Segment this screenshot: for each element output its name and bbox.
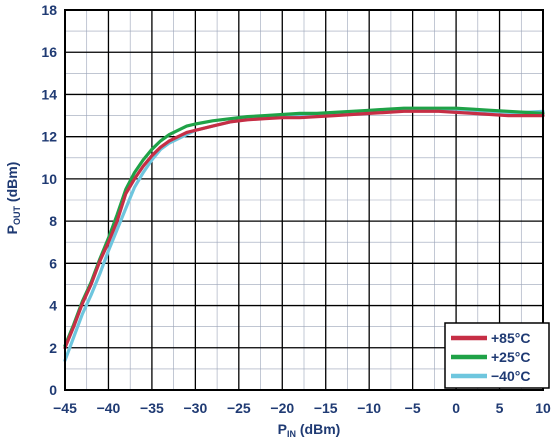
x-tick-label: −20 bbox=[270, 400, 294, 416]
y-tick-label: 10 bbox=[41, 171, 57, 187]
x-axis-label: PIN (dBm) bbox=[278, 421, 341, 439]
x-tick-label: 5 bbox=[496, 400, 504, 416]
x-tick-label: −35 bbox=[140, 400, 164, 416]
legend-label-25: +25°C bbox=[491, 349, 530, 365]
series-line-25 bbox=[63, 106, 545, 348]
legend-item-25: +25°C bbox=[451, 349, 530, 365]
x-tick-label: −45 bbox=[53, 400, 77, 416]
legend-label-85: +85°C bbox=[491, 330, 530, 346]
plot-lines bbox=[63, 106, 545, 362]
x-tick-label: −15 bbox=[314, 400, 338, 416]
x-tick-label: 10 bbox=[535, 400, 551, 416]
plot-frame bbox=[64, 9, 544, 391]
y-tick-label: 2 bbox=[49, 340, 57, 356]
legend: +85°C +25°C −40°C bbox=[444, 322, 550, 389]
y-tick-label: 6 bbox=[49, 255, 57, 271]
x-tick-label: −30 bbox=[183, 400, 207, 416]
y-tick-labels: 0 2 4 6 8 10 12 14 16 18 bbox=[41, 2, 57, 398]
y-axis-label-sub: OUT bbox=[12, 205, 22, 225]
y-tick-label: 16 bbox=[41, 44, 57, 60]
series-line-85 bbox=[63, 109, 545, 350]
y-axis-label-main: P bbox=[4, 225, 20, 234]
y-tick-label: 0 bbox=[49, 382, 57, 398]
x-tick-label: −5 bbox=[405, 400, 421, 416]
y-axis-label: POUT (dBm) bbox=[4, 162, 22, 235]
y-tick-label: 14 bbox=[41, 86, 57, 102]
y-tick-label: 18 bbox=[41, 2, 57, 18]
y-axis-label-unit: (dBm) bbox=[4, 162, 20, 206]
x-tick-label: −40 bbox=[97, 400, 121, 416]
legend-label-minus40: −40°C bbox=[491, 368, 530, 384]
y-tick-label: 8 bbox=[49, 213, 57, 229]
y-tick-label: 12 bbox=[41, 129, 57, 145]
x-axis-label-main: P bbox=[278, 421, 287, 437]
x-axis-label-sub: IN bbox=[287, 429, 296, 439]
major-grid bbox=[64, 9, 544, 391]
x-tick-label: −10 bbox=[357, 400, 381, 416]
y-tick-label: 4 bbox=[49, 298, 57, 314]
legend-item-minus40: −40°C bbox=[451, 368, 530, 384]
x-tick-labels: −45 −40 −35 −30 −25 −20 −15 −10 −5 0 5 10 bbox=[53, 400, 551, 416]
x-axis-label-unit: (dBm) bbox=[296, 421, 340, 437]
legend-item-85: +85°C bbox=[451, 330, 530, 346]
x-tick-label: 0 bbox=[452, 400, 460, 416]
x-tick-label: −25 bbox=[227, 400, 251, 416]
